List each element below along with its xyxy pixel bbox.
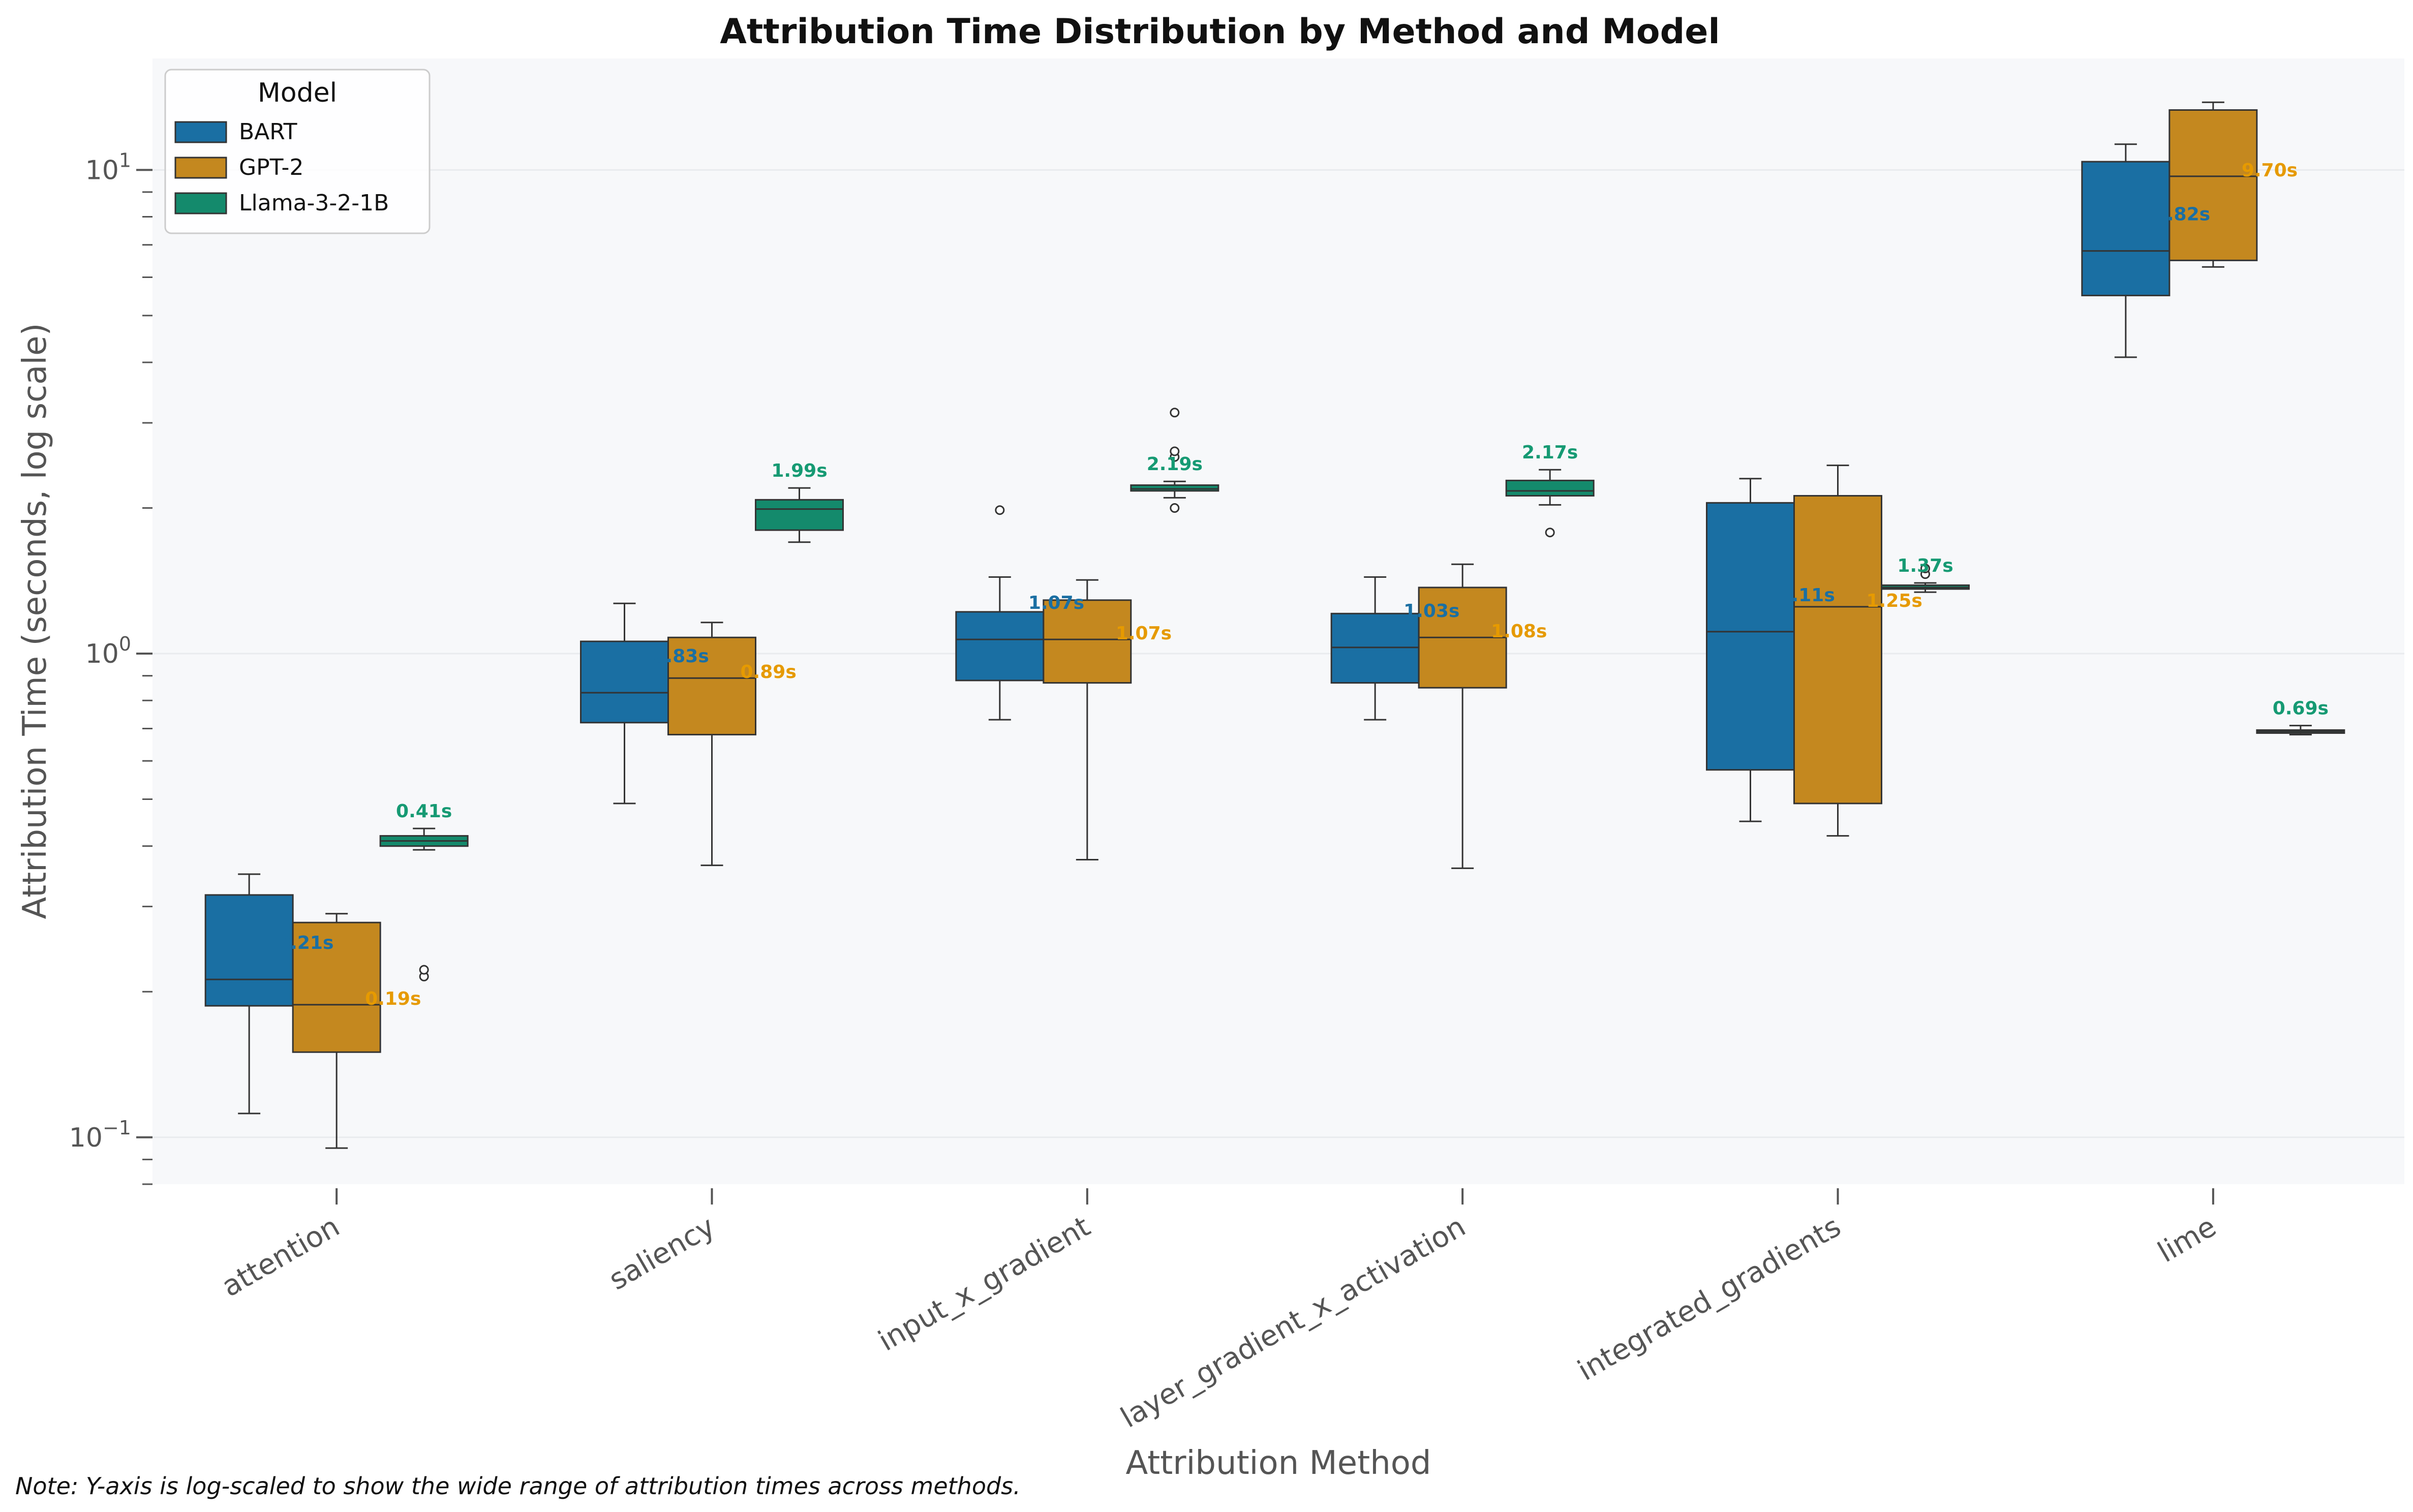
box bbox=[2081, 161, 2171, 296]
box bbox=[1706, 502, 1795, 771]
box bbox=[1330, 612, 1420, 684]
box-plot bbox=[1881, 563, 1970, 593]
box bbox=[755, 499, 844, 531]
box-plot bbox=[1793, 465, 1882, 837]
legend-swatch bbox=[174, 121, 227, 143]
legend-entry-label: GPT-2 bbox=[239, 155, 303, 180]
median-label: 2.19s bbox=[1147, 454, 1203, 475]
legend-entry-label: Llama-3-2-1B bbox=[239, 190, 389, 216]
box bbox=[1043, 599, 1132, 684]
box bbox=[580, 640, 669, 724]
box bbox=[204, 894, 294, 1007]
box-plot bbox=[580, 602, 669, 805]
median-label: 2.17s bbox=[1522, 442, 1578, 463]
box-plot bbox=[204, 873, 294, 1115]
box bbox=[955, 611, 1045, 682]
median-label: 1.07s bbox=[1116, 623, 1172, 644]
chart-title: Attribution Time Distribution by Method … bbox=[720, 12, 1720, 52]
median-label: 6.82s bbox=[2154, 204, 2210, 225]
outlier-point bbox=[1170, 503, 1180, 513]
legend-title: Model bbox=[258, 78, 337, 108]
y-tick-label: 10−1 bbox=[69, 1117, 131, 1153]
box bbox=[1130, 484, 1219, 492]
box bbox=[667, 636, 756, 735]
grid-lines bbox=[152, 169, 2404, 1138]
x-axis-label: Attribution Method bbox=[1125, 1444, 1431, 1482]
median-label: 1.03s bbox=[1403, 601, 1459, 622]
median-label: 1.07s bbox=[1028, 593, 1084, 613]
legend: Model BART GPT-2 Llama-3-2-1B bbox=[164, 69, 431, 234]
legend-entry-label: BART bbox=[239, 119, 297, 145]
box-plot bbox=[755, 487, 844, 543]
median-labels: 0.21s 0.83s 1.07s 1.03s 1.11s 6.82s 0.19s 0.89s… bbox=[278, 160, 2329, 1009]
median-label: 1.11s bbox=[1779, 585, 1835, 606]
median-label: 0.21s bbox=[278, 933, 333, 953]
median-label: 0.89s bbox=[741, 662, 797, 683]
x-tick-label: lime bbox=[2152, 1210, 2222, 1269]
median-label: 0.83s bbox=[653, 646, 709, 667]
y-tick-label: 100 bbox=[85, 633, 131, 669]
box-plot bbox=[1043, 579, 1132, 860]
box-plot bbox=[2256, 725, 2345, 735]
x-tick-label: integrated_gradients bbox=[1572, 1210, 1846, 1387]
box bbox=[1793, 495, 1882, 805]
plot-area-background bbox=[152, 58, 2404, 1184]
x-tick-label: attention bbox=[216, 1210, 345, 1304]
median-label: 9.70s bbox=[2242, 160, 2298, 181]
box-plot bbox=[292, 913, 381, 1149]
legend-swatch bbox=[174, 192, 227, 214]
median-label: 1.25s bbox=[1867, 591, 1922, 611]
box-plot bbox=[379, 827, 469, 981]
median-label: 0.41s bbox=[396, 801, 452, 822]
box bbox=[1505, 479, 1595, 497]
footnote: Note: Y-axis is log-scaled to show the w… bbox=[15, 1472, 1021, 1500]
outlier-point bbox=[995, 505, 1005, 515]
box-plot bbox=[667, 622, 756, 867]
median-label: 0.19s bbox=[365, 989, 421, 1009]
box-plot bbox=[2168, 101, 2258, 268]
box bbox=[292, 921, 381, 1053]
median-label: 0.69s bbox=[2273, 698, 2329, 719]
y-tick-label: 101 bbox=[85, 149, 131, 186]
y-axis-label: Attribution Time (seconds, log scale) bbox=[16, 323, 54, 919]
outlier-point bbox=[1170, 446, 1180, 456]
outlier-point bbox=[1920, 563, 1930, 573]
x-tick-label: input_x_gradient bbox=[873, 1210, 1096, 1358]
box-plot bbox=[955, 505, 1045, 721]
legend-frame bbox=[164, 69, 431, 234]
median-label: 1.08s bbox=[1491, 621, 1547, 642]
box-plots bbox=[204, 101, 2345, 1149]
box bbox=[2168, 109, 2258, 261]
median-label: 1.99s bbox=[771, 460, 827, 481]
outlier-point bbox=[1545, 528, 1555, 538]
outlier-point bbox=[419, 965, 429, 975]
outlier-point bbox=[1170, 408, 1180, 418]
box-plot bbox=[1130, 408, 1219, 513]
box-plot bbox=[1418, 563, 1507, 869]
median-label: 1.37s bbox=[1897, 556, 1953, 576]
box-plot bbox=[1706, 478, 1795, 822]
box-plot bbox=[1505, 469, 1595, 538]
x-tick-label: layer_gradient_x_activation bbox=[1115, 1210, 1471, 1435]
legend-swatch bbox=[174, 157, 227, 179]
x-tick-label: saliency bbox=[603, 1210, 720, 1297]
